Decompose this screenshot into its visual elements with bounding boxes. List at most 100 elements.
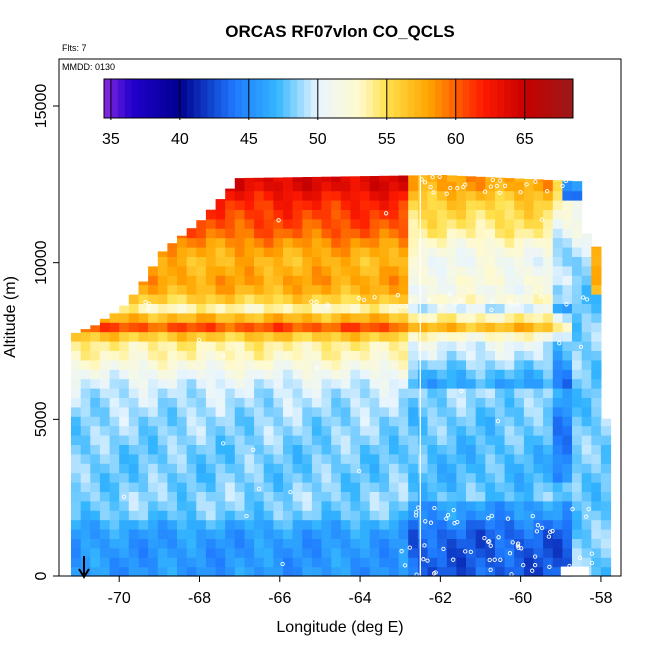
heatmap-cell	[523, 209, 535, 220]
heatmap-cell	[71, 359, 82, 370]
heatmap-cell	[90, 406, 101, 417]
heatmap-cell	[273, 444, 284, 455]
heatmap-cell	[215, 425, 226, 436]
heatmap-cell	[302, 312, 313, 323]
heatmap-cell	[504, 256, 515, 267]
heatmap-cell	[331, 176, 342, 182]
heatmap-cell	[215, 359, 226, 370]
heatmap-cell	[205, 275, 217, 286]
heatmap-cell	[186, 331, 197, 342]
heatmap-cell	[495, 247, 506, 257]
heatmap-cell	[205, 312, 217, 323]
heatmap-cell	[283, 416, 294, 427]
heatmap-cell	[263, 566, 274, 577]
x-tick-label: -70	[108, 590, 131, 607]
heatmap-cell	[157, 312, 168, 323]
heatmap-cell	[80, 425, 91, 436]
heatmap-cell	[427, 482, 438, 492]
heatmap-cell	[119, 397, 130, 408]
colorbar-swatch	[359, 79, 367, 118]
heatmap-cell	[177, 350, 188, 361]
heatmap-cell	[302, 529, 313, 539]
heatmap-cell	[109, 341, 120, 351]
heatmap-cell	[244, 303, 255, 314]
heatmap-cell	[514, 519, 525, 530]
heatmap-cell	[514, 247, 525, 257]
heatmap-cell	[340, 538, 351, 549]
heatmap-cell	[205, 331, 217, 342]
measurement-point	[486, 516, 491, 521]
measurement-point	[455, 186, 460, 191]
heatmap-cell	[437, 256, 448, 267]
heatmap-cell	[398, 200, 409, 210]
heatmap-cell	[408, 529, 419, 539]
heatmap-cell	[360, 200, 371, 210]
heatmap-cell	[148, 294, 159, 304]
heatmap-cell	[572, 190, 583, 201]
heatmap-cell	[379, 425, 390, 436]
heatmap-cell	[119, 453, 130, 464]
measurement-point	[488, 543, 493, 548]
heatmap-cell	[581, 519, 592, 530]
measurement-point	[458, 298, 464, 304]
heatmap-cell	[533, 406, 544, 417]
heatmap-cell	[600, 529, 612, 539]
heatmap-cell	[456, 566, 467, 577]
heatmap-cell	[446, 359, 457, 370]
heatmap-cell	[292, 331, 303, 342]
heatmap-cell	[456, 218, 467, 229]
heatmap-cell	[360, 416, 371, 427]
heatmap-cell	[234, 303, 245, 314]
heatmap-cell	[398, 519, 409, 530]
heatmap-cell	[302, 435, 313, 445]
heatmap-cell	[234, 359, 245, 370]
heatmap-cell	[234, 472, 245, 483]
heatmap-cell	[514, 303, 525, 314]
heatmap-cell	[283, 482, 294, 492]
heatmap-cell	[456, 247, 467, 257]
heatmap-cell	[254, 190, 265, 201]
heatmap-cell	[369, 444, 380, 455]
heatmap-cell	[398, 557, 409, 568]
heatmap-cell	[311, 397, 323, 408]
heatmap-cell	[157, 425, 168, 436]
heatmap-cell	[485, 350, 496, 361]
heatmap-cell	[273, 322, 284, 333]
heatmap-cell	[302, 388, 313, 398]
heatmap-cell	[417, 303, 429, 314]
heatmap-cell	[225, 294, 236, 304]
measurement-point	[402, 563, 408, 568]
heatmap-cell	[71, 519, 82, 530]
colorbar-swatch	[524, 79, 533, 118]
heatmap-cell	[446, 350, 457, 361]
heatmap-cell	[196, 350, 207, 361]
heatmap-cell	[350, 359, 361, 370]
heatmap-cell	[196, 435, 207, 445]
heatmap-cell	[215, 482, 226, 492]
heatmap-cell	[186, 491, 197, 502]
heatmap-cell	[437, 388, 448, 398]
heatmap-cell	[562, 547, 573, 558]
heatmap-cell	[196, 547, 207, 558]
colorbar-swatch	[538, 79, 546, 118]
heatmap-cell	[263, 190, 274, 201]
heatmap-cell	[302, 177, 313, 182]
heatmap-cell	[562, 510, 573, 521]
heatmap-cell	[302, 237, 313, 248]
heatmap-cell	[417, 425, 429, 436]
heatmap-cell	[437, 350, 448, 361]
heatmap-cell	[71, 453, 82, 464]
heatmap-cell	[543, 472, 554, 483]
heatmap-cell	[466, 557, 477, 568]
heatmap-cell	[283, 209, 294, 220]
measurement-point	[398, 304, 404, 309]
heatmap-cell	[456, 397, 467, 408]
heatmap-cell	[389, 341, 400, 351]
heatmap-cell	[417, 331, 429, 342]
heatmap-cell	[389, 529, 400, 539]
heatmap-cell	[408, 218, 419, 229]
heatmap-cell	[446, 237, 457, 248]
heatmap-cell	[514, 435, 525, 445]
heatmap-cell	[283, 218, 294, 229]
measurement-point	[521, 562, 526, 568]
